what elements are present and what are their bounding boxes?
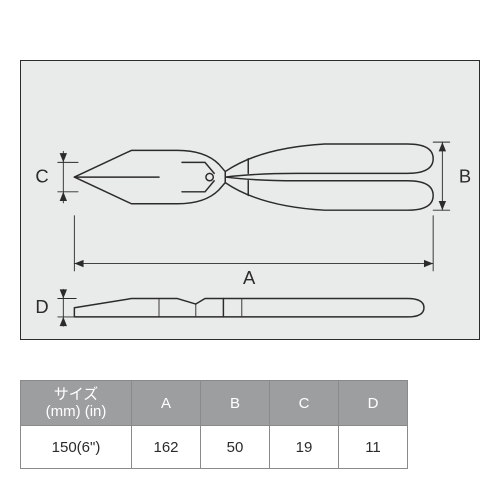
col-header-c: C xyxy=(270,381,339,426)
cell-a: 162 xyxy=(132,426,201,469)
dim-label-b: B xyxy=(459,166,471,187)
pliers-diagram: A B C D xyxy=(21,61,481,341)
dim-label-a: A xyxy=(243,267,256,288)
table-row: 150(6") 162 50 19 11 xyxy=(21,426,408,469)
size-header-line2: (mm) (in) xyxy=(46,403,107,420)
drawing-frame: A B C D xyxy=(20,60,480,340)
col-header-size: サイズ (mm) (in) xyxy=(21,381,132,426)
dim-label-d: D xyxy=(35,296,48,317)
cell-c: 19 xyxy=(270,426,339,469)
size-header-line1: サイズ xyxy=(54,386,99,403)
cell-b: 50 xyxy=(201,426,270,469)
cell-size: 150(6") xyxy=(21,426,132,469)
col-header-d: D xyxy=(339,381,408,426)
stage: A B C D サイズ (mm) (in) A B C D 150(6") 16… xyxy=(0,0,500,500)
spec-table: サイズ (mm) (in) A B C D 150(6") 162 50 19 … xyxy=(20,380,408,469)
col-header-b: B xyxy=(201,381,270,426)
col-header-a: A xyxy=(132,381,201,426)
dim-label-c: C xyxy=(35,166,48,187)
cell-d: 11 xyxy=(339,426,408,469)
table-header-row: サイズ (mm) (in) A B C D xyxy=(21,381,408,426)
